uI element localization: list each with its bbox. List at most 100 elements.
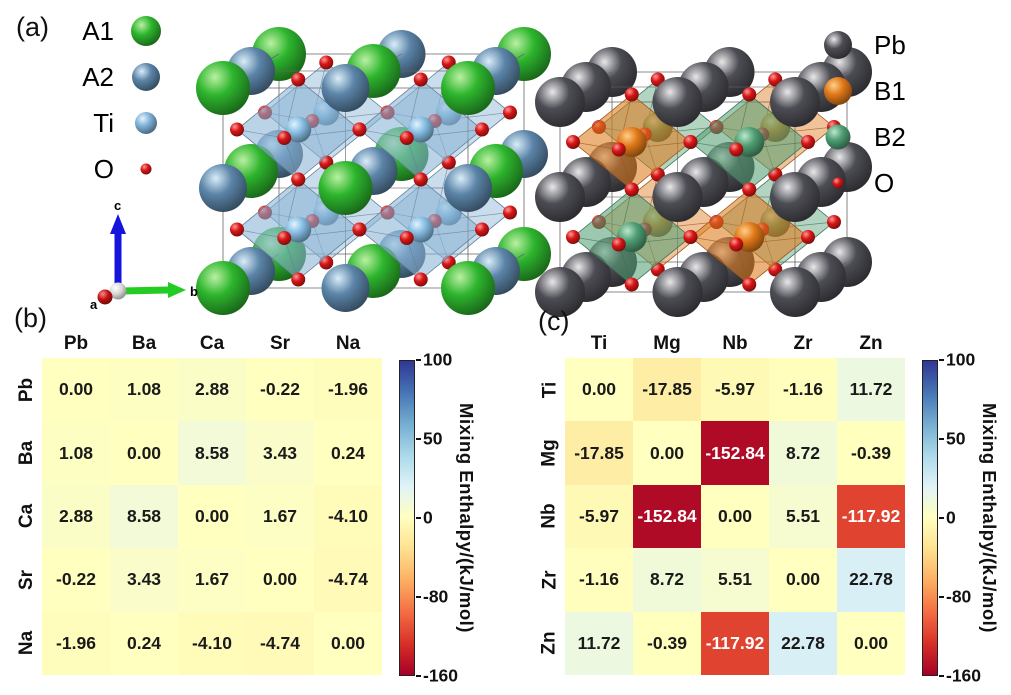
oxygen-atom (413, 72, 428, 87)
octahedron-facet-edge (618, 244, 633, 285)
a-site-atom (441, 61, 495, 115)
cell-Nb-Zr: 5.51 (769, 484, 837, 549)
colorbar-tick--160: -160 (423, 665, 459, 686)
o-sphere (140, 163, 152, 175)
legend-right: Pb B1 B2 O (818, 22, 906, 206)
cell-Ba-Sr: 3.43 (246, 421, 314, 485)
cell-Zn-Ti: 11.72 (565, 611, 633, 675)
col-header-Sr: Sr (269, 333, 291, 354)
colorbar-c: 100 50 0 -80 -160 Mixing Enthalpy/(kJ/mol) (922, 350, 1011, 686)
oxygen-atom (742, 277, 757, 292)
panel-b-label: (b) (14, 303, 47, 333)
a-site-atom (441, 261, 495, 315)
a2-sphere-icon (132, 63, 160, 91)
oxygen-atom (566, 230, 580, 244)
cell-Pb-Pb: 0.00 (42, 358, 110, 422)
b-site-atom (285, 216, 312, 243)
a2-sphere (132, 63, 160, 91)
cell-Sr-Pb: -0.22 (42, 548, 110, 612)
oxygen-atom (291, 172, 306, 187)
oxygen-atom (801, 135, 815, 149)
octahedron-facet-edge (406, 137, 422, 180)
colorbar-label: Mixing Enthalpy/(kJ/mol) (456, 403, 477, 633)
legend-label-B1: B1 (874, 75, 906, 106)
cell-Pb-Na: -1.96 (314, 358, 382, 422)
cell-Zr-Zr: 0.00 (769, 548, 837, 612)
oxygen-atom (503, 205, 517, 220)
colorbar-tick--80: -80 (423, 586, 449, 607)
a-site-atom (652, 172, 703, 222)
oxygen-atom (230, 222, 244, 237)
cell-Ca-Ca: 0.00 (178, 484, 246, 549)
oxygen-atom (291, 72, 306, 87)
cell-Ti-Mg: -17.85 (633, 358, 701, 422)
row-header-Nb: Nb (538, 503, 560, 530)
cell-Na-Ca: -4.10 (178, 611, 246, 675)
cell-Pb-Ba: 1.08 (110, 358, 178, 422)
oxygen-atom (650, 72, 665, 87)
col-header-Ba: Ba (131, 333, 157, 354)
oxygen-atom (475, 122, 489, 137)
colorbar-tick-100: 100 (423, 349, 453, 370)
o-sphere-icon (832, 177, 844, 189)
b-axis-arrow (121, 286, 169, 295)
legend-label-B2: B2 (874, 121, 906, 152)
oxygen-atom (399, 231, 414, 245)
oxygen-atom (413, 272, 428, 287)
colorbar-b: 100 50 0 -80 -160 Mixing Enthalpy/(kJ/mol) (399, 350, 499, 686)
cell-Pb-Ca: 2.88 (178, 358, 246, 422)
legend-left: A1 A2 Ti O (66, 8, 166, 192)
oxygen-atom (801, 230, 815, 244)
cell-Zn-Zn: 0.00 (837, 611, 905, 675)
col-header-Ti: Ti (590, 333, 608, 354)
b1-sphere-icon (824, 77, 852, 105)
heatmap-b: Pb Ba Ca Sr Na Pb 0.00 1.08 2.88 -0.22 -1.96 Ba 1.08… (12, 330, 382, 675)
oxygen-atom (624, 87, 639, 102)
a-site-atom (535, 267, 585, 317)
a-site-atom (444, 164, 492, 212)
colorbar-label: Mixing Enthalpy/(kJ/mol) (979, 403, 1000, 633)
oxygen-atom (291, 272, 306, 287)
colorbar-tick-mark (939, 596, 944, 598)
colorbar-tick-mark (416, 675, 421, 677)
oxygen-atom (624, 277, 639, 292)
oxygen-atom (230, 122, 244, 137)
cell-Zn-Zr: 22.78 (769, 611, 837, 675)
colorbar-tick-50: 50 (946, 428, 966, 449)
cell-Ca-Sr: 1.67 (246, 484, 314, 549)
cell-Zn-Mg: -0.39 (633, 611, 701, 675)
heatmap-corner (12, 330, 42, 358)
o-sphere-icon (140, 163, 152, 175)
legend-item-O: O (818, 160, 906, 206)
oxygen-atom (413, 172, 428, 187)
octahedron-facet-edge (735, 149, 750, 190)
octahedron-facet-edge (735, 244, 750, 285)
b2-sphere-icon (825, 124, 851, 150)
oxygen-atom (352, 122, 367, 137)
legend-label-O: O (93, 153, 114, 184)
a-site-atom (770, 77, 820, 127)
legend-label-Ti: Ti (93, 107, 114, 138)
cell-Nb-Ti: -5.97 (565, 484, 633, 549)
pb-sphere-icon (824, 31, 852, 59)
c-axis-arrowhead (110, 214, 126, 234)
ti-sphere-icon (135, 112, 157, 134)
panel-a-label: (a) (16, 12, 49, 42)
oxygen-atom (475, 222, 489, 237)
cell-Pb-Sr: -0.22 (246, 358, 314, 422)
oxygen-atom (768, 72, 783, 87)
cell-Ca-Pb: 2.88 (42, 484, 110, 549)
a-site-atom (196, 61, 250, 115)
cell-Na-Sr: -4.74 (246, 611, 314, 675)
octahedron-facet-edge (359, 229, 407, 239)
b-site-atom (407, 216, 434, 243)
row-header-Sr: Sr (15, 569, 37, 590)
oxygen-atom (683, 230, 698, 244)
b-site-atom (285, 116, 312, 143)
heatmap-c: Ti Mg Nb Zr Zn Ti 0.00 -17.85 -5.97 -1.16 11.72 Mg -… (535, 330, 905, 675)
legend-label-Pb: Pb (874, 29, 906, 60)
cell-Ca-Na: -4.10 (314, 484, 382, 549)
cell-Zr-Mg: 8.72 (633, 548, 701, 612)
cell-Ca-Ba: 8.58 (110, 484, 178, 549)
colorbar-tick-0: 0 (423, 507, 433, 528)
